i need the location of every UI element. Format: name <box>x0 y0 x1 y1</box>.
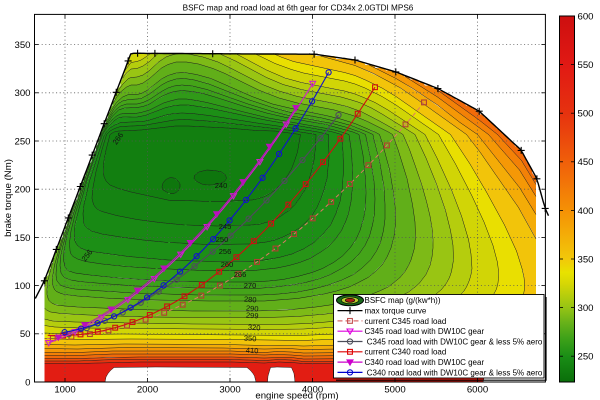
svg-text:2000: 2000 <box>137 385 158 396</box>
svg-text:max torque curve: max torque curve <box>365 307 427 316</box>
svg-text:500: 500 <box>578 109 594 120</box>
svg-text:400: 400 <box>578 206 594 217</box>
svg-text:240: 240 <box>215 181 228 190</box>
svg-text:0: 0 <box>25 377 30 388</box>
svg-text:6000: 6000 <box>467 385 488 396</box>
svg-text:280: 280 <box>244 294 257 304</box>
svg-text:410: 410 <box>246 346 259 356</box>
svg-text:350: 350 <box>578 254 594 265</box>
svg-text:270: 270 <box>244 281 257 290</box>
svg-text:C345 road load with DW10C gear: C345 road load with DW10C gear & less 5%… <box>365 337 543 346</box>
svg-text:300: 300 <box>14 88 30 99</box>
svg-text:260: 260 <box>221 260 234 269</box>
svg-text:brake torque (Nm): brake torque (Nm) <box>3 159 14 237</box>
svg-text:4000: 4000 <box>302 385 323 396</box>
svg-text:250: 250 <box>14 136 30 147</box>
svg-text:50: 50 <box>20 329 31 340</box>
svg-text:current C345 road load: current C345 road load <box>365 317 447 326</box>
svg-text:299: 299 <box>246 310 259 320</box>
svg-text:250: 250 <box>578 352 594 363</box>
svg-text:450: 450 <box>578 157 594 168</box>
svg-text:BSFC map and road load at 6th: BSFC map and road load at 6th gear for C… <box>183 4 414 13</box>
svg-text:engine speed (rpm): engine speed (rpm) <box>255 391 338 400</box>
svg-text:256: 256 <box>219 247 232 256</box>
svg-text:1000: 1000 <box>54 385 75 396</box>
svg-text:100: 100 <box>14 281 30 292</box>
svg-text:550: 550 <box>578 60 594 71</box>
svg-text:350: 350 <box>244 334 257 344</box>
svg-text:266: 266 <box>234 270 247 279</box>
svg-text:250: 250 <box>216 235 229 244</box>
svg-text:5000: 5000 <box>384 385 405 396</box>
svg-text:C345 road load with DW10C gear: C345 road load with DW10C gear <box>365 327 485 336</box>
svg-text:245: 245 <box>219 222 232 231</box>
svg-text:C340 road load with DW10C gear: C340 road load with DW10C gear & less 5%… <box>365 368 543 377</box>
svg-text:300: 300 <box>578 303 594 314</box>
svg-text:3000: 3000 <box>219 385 240 396</box>
svg-text:150: 150 <box>14 233 30 244</box>
svg-text:current C340 road load: current C340 road load <box>365 348 447 357</box>
svg-text:290: 290 <box>246 303 259 313</box>
svg-text:BSFC map (g/(kw*h)): BSFC map (g/(kw*h)) <box>365 296 441 305</box>
svg-text:C340 road load with DW10C gear: C340 road load with DW10C gear <box>365 358 485 367</box>
svg-text:320: 320 <box>248 323 261 333</box>
svg-text:350: 350 <box>14 40 30 51</box>
svg-text:200: 200 <box>14 185 30 196</box>
svg-text:600: 600 <box>578 11 594 22</box>
